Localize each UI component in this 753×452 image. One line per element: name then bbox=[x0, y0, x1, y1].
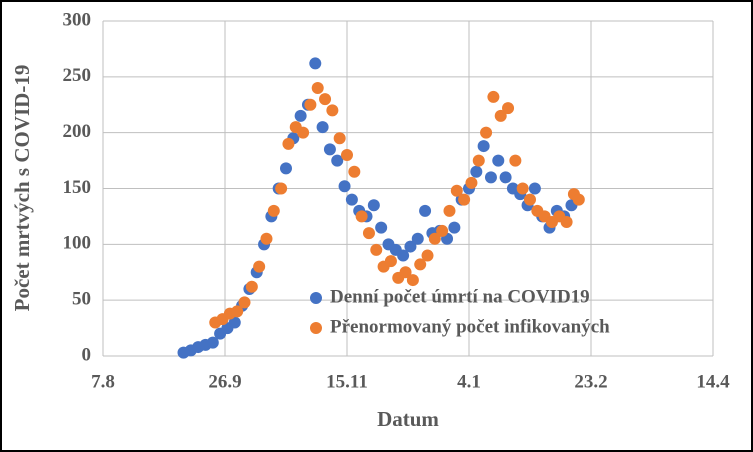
point bbox=[528, 182, 541, 195]
point bbox=[494, 109, 507, 122]
point bbox=[280, 162, 292, 175]
point bbox=[572, 193, 585, 206]
point bbox=[245, 280, 258, 293]
point bbox=[436, 224, 449, 237]
point bbox=[421, 249, 434, 262]
y-tick-label: 100 bbox=[63, 233, 92, 254]
point bbox=[499, 171, 512, 184]
point bbox=[458, 193, 471, 206]
x-tick-label: 14.4 bbox=[696, 371, 730, 392]
point bbox=[341, 149, 353, 161]
point bbox=[448, 221, 461, 234]
point bbox=[477, 140, 490, 153]
point bbox=[375, 221, 388, 234]
point bbox=[509, 154, 522, 167]
legend-marker bbox=[310, 322, 322, 334]
x-tick-label: 26.9 bbox=[208, 371, 241, 392]
point bbox=[253, 260, 266, 273]
point bbox=[323, 143, 336, 156]
y-axis-title: Počet mrtvých s COVID-19 bbox=[10, 65, 34, 312]
point bbox=[326, 104, 339, 117]
point bbox=[419, 204, 432, 217]
legend-label: Přenormovaný počet infikovaných bbox=[330, 316, 610, 337]
y-tick-label: 250 bbox=[63, 65, 92, 86]
point bbox=[309, 57, 322, 70]
point bbox=[297, 126, 310, 139]
point bbox=[472, 154, 485, 167]
point bbox=[524, 193, 536, 206]
point bbox=[311, 82, 324, 94]
point bbox=[282, 137, 295, 150]
point bbox=[316, 121, 329, 134]
point bbox=[404, 240, 417, 253]
point bbox=[333, 132, 346, 145]
point bbox=[238, 296, 251, 309]
point bbox=[487, 90, 500, 103]
x-tick-label: 15.11 bbox=[326, 371, 368, 392]
point bbox=[484, 171, 497, 184]
legend-label: Denní počet úmrtí na COVID19 bbox=[330, 286, 590, 307]
point bbox=[399, 266, 412, 279]
point bbox=[231, 305, 244, 318]
point bbox=[465, 176, 478, 189]
x-tick-label: 7.8 bbox=[91, 371, 115, 392]
point bbox=[338, 180, 351, 193]
point bbox=[228, 316, 241, 329]
point bbox=[516, 182, 529, 195]
point bbox=[304, 98, 317, 111]
point bbox=[367, 199, 380, 212]
point bbox=[260, 232, 273, 245]
y-tick-label: 50 bbox=[72, 289, 91, 310]
point bbox=[470, 165, 483, 178]
point bbox=[411, 232, 424, 245]
point bbox=[492, 154, 505, 167]
point bbox=[345, 193, 358, 206]
point bbox=[370, 243, 383, 256]
point bbox=[267, 204, 280, 217]
y-tick-label: 150 bbox=[63, 177, 92, 198]
legend-marker bbox=[310, 292, 322, 304]
point bbox=[406, 274, 419, 287]
point bbox=[443, 204, 456, 217]
point bbox=[384, 255, 397, 268]
point bbox=[275, 182, 288, 195]
point bbox=[355, 210, 368, 223]
point bbox=[397, 249, 410, 262]
x-tick-label: 4.1 bbox=[457, 371, 481, 392]
point bbox=[450, 184, 463, 197]
point bbox=[560, 216, 573, 228]
point bbox=[428, 232, 441, 245]
y-tick-label: 0 bbox=[82, 344, 92, 365]
point bbox=[480, 126, 493, 139]
y-tick-label: 200 bbox=[63, 121, 92, 142]
point bbox=[319, 93, 332, 106]
point bbox=[414, 258, 427, 271]
point bbox=[348, 165, 361, 178]
point bbox=[331, 154, 344, 167]
y-tick-label: 300 bbox=[63, 9, 92, 30]
point bbox=[502, 102, 515, 115]
point bbox=[206, 336, 219, 349]
point bbox=[294, 109, 307, 122]
x-tick-label: 23.2 bbox=[574, 371, 607, 392]
point bbox=[362, 227, 375, 240]
x-axis-title: Datum bbox=[377, 407, 439, 431]
